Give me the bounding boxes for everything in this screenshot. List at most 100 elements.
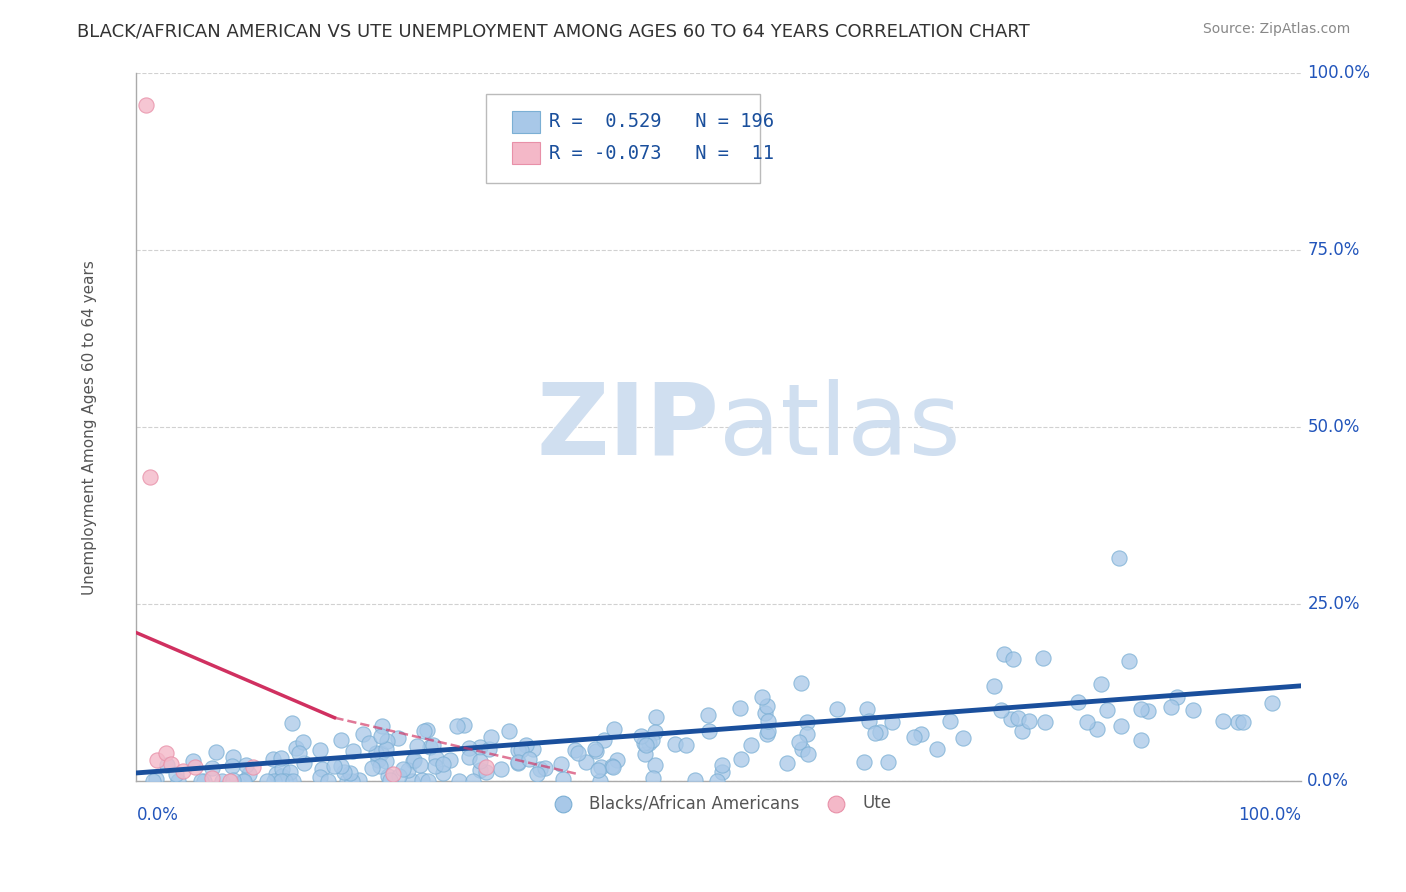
Point <box>634 747 657 762</box>
Point <box>392 762 415 776</box>
Point <box>993 647 1015 661</box>
Point <box>508 755 530 769</box>
Point <box>401 774 423 789</box>
Text: 0.0%: 0.0% <box>136 806 179 824</box>
Point <box>412 723 434 738</box>
Point <box>1227 714 1250 729</box>
Point <box>856 702 879 716</box>
Point <box>644 757 666 772</box>
Point <box>336 774 359 789</box>
Point <box>160 756 183 771</box>
Point <box>270 751 292 765</box>
Point <box>575 755 598 769</box>
Point <box>1095 703 1118 717</box>
Point <box>730 752 752 766</box>
Point <box>311 762 333 776</box>
Point <box>1118 654 1140 668</box>
Point <box>181 754 204 768</box>
Point <box>309 743 332 757</box>
Point <box>183 760 205 774</box>
Point <box>342 744 364 758</box>
Point <box>139 470 162 484</box>
Point <box>406 739 429 753</box>
Point <box>711 758 734 772</box>
Point <box>939 714 962 728</box>
Point <box>256 774 278 789</box>
Point <box>463 774 485 789</box>
Point <box>1032 651 1054 665</box>
Text: Unemployment Among Ages 60 to 64 years: Unemployment Among Ages 60 to 64 years <box>83 260 97 595</box>
Point <box>876 755 898 769</box>
Point <box>602 722 624 736</box>
Point <box>475 760 498 774</box>
Point <box>374 742 396 756</box>
Point <box>510 743 533 757</box>
Point <box>370 729 392 743</box>
Point <box>602 760 624 774</box>
Point <box>952 731 974 745</box>
Point <box>728 701 751 715</box>
Point <box>329 759 352 773</box>
Point <box>606 753 628 767</box>
Point <box>333 764 356 779</box>
Point <box>396 763 419 777</box>
Point <box>284 741 307 756</box>
Point <box>270 769 292 783</box>
Point <box>292 756 315 770</box>
Point <box>796 727 818 741</box>
Text: atlas: atlas <box>718 379 960 475</box>
Point <box>221 759 243 773</box>
Text: R = -0.073   N =  11: R = -0.073 N = 11 <box>548 144 773 162</box>
Point <box>218 774 240 789</box>
Point <box>1137 705 1160 719</box>
Point <box>526 766 548 780</box>
Point <box>508 743 530 757</box>
Point <box>375 734 398 748</box>
Point <box>271 762 294 776</box>
Point <box>825 702 848 716</box>
Point <box>201 761 224 775</box>
Point <box>339 765 361 780</box>
Point <box>453 718 475 732</box>
Text: 100.0%: 100.0% <box>1308 64 1371 82</box>
Point <box>165 767 187 781</box>
Point <box>1160 699 1182 714</box>
Point <box>347 772 370 787</box>
Point <box>222 750 245 764</box>
Point <box>458 749 481 764</box>
Point <box>869 724 891 739</box>
Point <box>270 774 292 789</box>
Point <box>592 733 614 747</box>
Point <box>418 774 440 789</box>
Point <box>756 727 779 741</box>
Point <box>193 774 215 789</box>
Text: 75.0%: 75.0% <box>1308 241 1360 260</box>
Point <box>156 757 179 772</box>
Point <box>1067 695 1090 709</box>
Point <box>439 753 461 767</box>
Point <box>775 756 797 770</box>
Point <box>377 769 399 783</box>
Point <box>740 738 762 752</box>
Point <box>381 767 404 781</box>
Point <box>409 758 432 772</box>
Point <box>1076 715 1098 730</box>
Point <box>633 736 655 750</box>
Point <box>458 741 481 756</box>
Point <box>361 761 384 775</box>
Point <box>380 773 402 788</box>
Point <box>1182 703 1205 717</box>
Point <box>756 724 779 739</box>
Point <box>468 764 491 778</box>
Point <box>155 746 177 760</box>
Point <box>1002 652 1025 666</box>
Point <box>797 747 820 762</box>
Point <box>432 766 454 780</box>
Point <box>1166 690 1188 704</box>
Point <box>634 738 657 752</box>
Point <box>425 751 447 765</box>
Point <box>853 755 876 769</box>
Point <box>166 774 188 789</box>
Point <box>316 774 339 789</box>
Point <box>422 739 444 753</box>
